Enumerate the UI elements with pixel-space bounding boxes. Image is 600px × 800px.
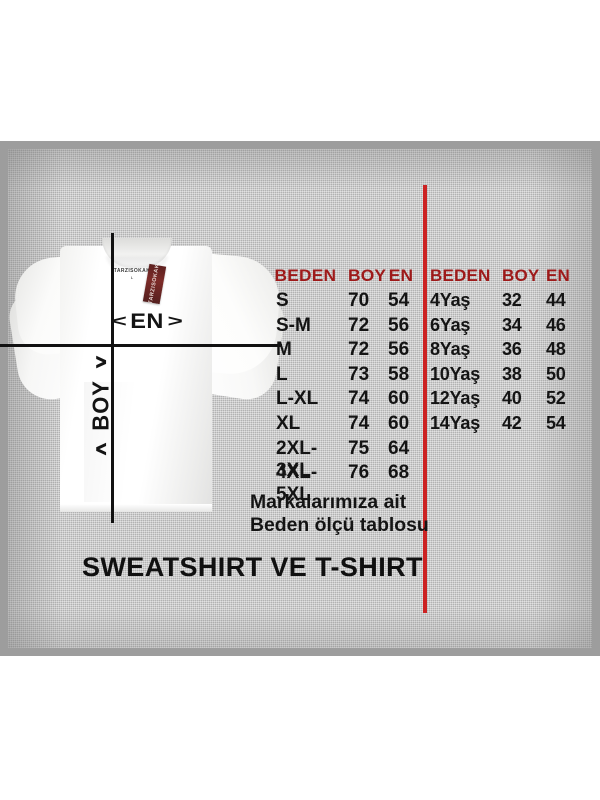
- cell-size: 10Yaş: [430, 363, 481, 384]
- table-row: L-XL 74 60: [276, 388, 422, 413]
- cell-boy: 76: [348, 462, 370, 484]
- length-guide-line: [111, 233, 114, 523]
- table-row: M 72 56: [276, 339, 422, 364]
- table-row: S-M 72 56: [276, 315, 422, 340]
- table-row: L 73 58: [276, 364, 422, 389]
- column-header-beden: BEDEN: [274, 266, 337, 285]
- hang-tag-text: TARZISOKAK: [148, 263, 161, 305]
- cell-boy: 42: [502, 412, 522, 433]
- cell-boy: 40: [502, 388, 522, 409]
- table-row: XL 74 60: [276, 413, 422, 438]
- cell-en: 48: [546, 339, 566, 360]
- cell-en: 44: [546, 290, 566, 310]
- caption-line-1: Markalarımıza ait: [250, 492, 407, 513]
- arrow-up-icon: ∧: [92, 353, 110, 371]
- cell-boy: 72: [348, 314, 370, 336]
- cell-en: 60: [388, 412, 410, 434]
- table-row: 12Yaş 40 52: [430, 388, 590, 413]
- cell-size: M: [276, 339, 292, 361]
- cell-en: 64: [388, 437, 410, 459]
- cell-en: 46: [546, 314, 566, 335]
- cell-boy: 74: [348, 412, 370, 434]
- cell-size: 6Yaş: [430, 314, 471, 335]
- tshirt-fabric-fold: [84, 382, 204, 502]
- cell-en: 54: [546, 412, 566, 433]
- vertical-divider: [423, 185, 427, 613]
- cell-size: L-XL: [276, 388, 319, 410]
- table-row: 4XL-5XL 76 68: [276, 462, 422, 505]
- cell-en: 68: [388, 462, 410, 484]
- column-header-en: EN: [388, 266, 414, 285]
- table-row: 4Yaş 32 44: [430, 290, 590, 315]
- cell-size: XL: [276, 412, 301, 434]
- cell-boy: 36: [502, 339, 522, 360]
- table-row: 2XL-3XL 75 64: [276, 437, 422, 481]
- cell-en: 56: [388, 339, 410, 361]
- cell-en: 50: [546, 363, 566, 384]
- column-header-boy: BOY: [347, 266, 387, 285]
- cell-boy: 34: [502, 314, 522, 335]
- adult-size-table: BEDEN BOY EN S 70 54 S-M 72 56 M 72 56 L…: [275, 266, 424, 505]
- cell-boy: 73: [348, 363, 370, 385]
- cell-boy: 38: [502, 363, 522, 384]
- cell-boy: 32: [502, 290, 522, 310]
- cell-size: S: [276, 290, 289, 311]
- cell-boy: 74: [348, 388, 370, 410]
- width-guide-line: [0, 344, 282, 347]
- table-row: 14Yaş 42 54: [430, 413, 590, 438]
- table-row: 8Yaş 36 48: [430, 339, 590, 364]
- table-row: 10Yaş 38 50: [430, 364, 590, 389]
- arrow-left-icon: <: [111, 312, 127, 331]
- table-header-row: BEDEN BOY EN: [275, 266, 424, 290]
- column-header-en: EN: [546, 266, 571, 285]
- column-header-boy: BOY: [502, 266, 540, 285]
- cell-en: 60: [388, 388, 410, 410]
- width-measure-label: < EN >: [111, 310, 184, 333]
- cell-size: 4Yaş: [430, 290, 471, 310]
- cell-size: S-M: [276, 314, 311, 336]
- cell-boy: 72: [348, 339, 370, 361]
- table-row: 6Yaş 34 46: [430, 315, 590, 340]
- cell-size: L: [276, 363, 288, 385]
- arrow-right-icon: >: [167, 312, 184, 331]
- cell-en: 54: [388, 290, 410, 311]
- tshirt-illustration: TARZISOKAK L TARZISOKAK: [5, 232, 288, 514]
- width-label-text: EN: [130, 310, 165, 333]
- tshirt-body: [60, 246, 212, 512]
- cell-size: 12Yaş: [430, 388, 481, 409]
- neck-label: TARZISOKAK L: [107, 266, 157, 282]
- cell-en: 56: [388, 314, 410, 336]
- cell-en: 52: [546, 388, 566, 409]
- neck-label-brand: TARZISOKAK: [113, 267, 151, 274]
- table-header-row: BEDEN BOY EN: [430, 266, 590, 290]
- arrow-down-icon: ∨: [92, 439, 110, 458]
- cell-size: 2XL-3XL: [276, 437, 318, 481]
- column-header-beden: BEDEN: [430, 266, 491, 285]
- cell-size: 8Yaş: [430, 339, 471, 360]
- cell-size: 14Yaş: [430, 412, 481, 433]
- length-label-text: BOY: [87, 380, 114, 431]
- tshirt-hem: [60, 504, 212, 512]
- table-row: S 70 54: [276, 290, 422, 315]
- kids-size-table: BEDEN BOY EN 4Yaş 32 44 6Yaş 34 46 8Yaş …: [430, 266, 590, 438]
- cell-en: 58: [388, 363, 410, 385]
- cell-size: 4XL-5XL: [276, 462, 318, 506]
- cell-boy: 70: [348, 290, 370, 311]
- neck-label-size: L: [130, 274, 134, 280]
- chart-caption: Markalarımıza ait Beden ölçü tablosu: [250, 491, 429, 537]
- cell-boy: 75: [348, 437, 370, 459]
- length-measure-label: ∧ BOY ∨: [87, 352, 114, 459]
- caption-line-2: Beden ölçü tablosu: [250, 515, 429, 536]
- page-title: SWEATSHIRT VE T-SHIRT: [82, 552, 423, 582]
